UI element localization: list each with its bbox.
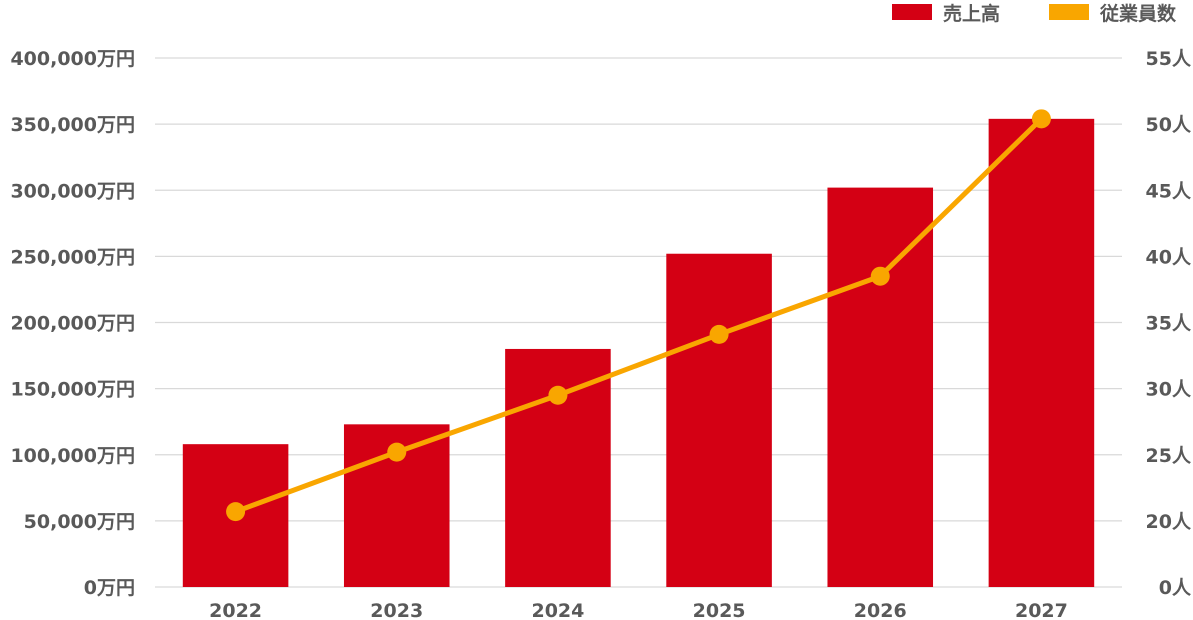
left-tick-label: 250,000万円	[10, 246, 135, 268]
x-axis-ticks: 2022 2023 2024 2025 2026 2027	[209, 600, 1068, 620]
left-tick-label: 0万円	[84, 577, 135, 599]
left-tick-label: 100,000万円	[10, 445, 135, 467]
line-point	[870, 266, 890, 286]
right-tick-label: 40人	[1146, 246, 1192, 268]
bar	[988, 118, 1095, 588]
line-series	[226, 109, 1051, 522]
line-point	[548, 385, 568, 405]
right-tick-label: 55人	[1146, 48, 1192, 70]
right-tick-label: 0人	[1159, 577, 1192, 599]
right-tick-label: 45人	[1146, 180, 1192, 202]
legend-label-sales: 売上高	[943, 2, 1000, 25]
gridlines	[155, 57, 1122, 588]
x-tick-label: 2024	[531, 600, 584, 620]
left-tick-label: 300,000万円	[10, 180, 135, 202]
left-tick-label: 150,000万円	[10, 379, 135, 401]
line-point	[226, 502, 246, 522]
legend-label-employees: 従業員数	[1099, 2, 1177, 25]
bar	[505, 348, 611, 587]
line-point	[1031, 109, 1051, 129]
bar	[666, 253, 772, 588]
left-axis-ticks: 0万円 50,000万円 100,000万円 150,000万円 200,000万円 25…	[10, 48, 135, 599]
left-tick-label: 200,000万円	[10, 313, 135, 335]
left-tick-label: 350,000万円	[10, 114, 135, 136]
bar-series	[182, 118, 1095, 588]
right-tick-label: 50人	[1146, 114, 1192, 136]
right-axis-ticks: 0人 20人 25人 30人 35人 40人 45人 50人 55人	[1146, 48, 1192, 599]
x-tick-label: 2027	[1015, 600, 1068, 620]
left-tick-label: 50,000万円	[24, 511, 135, 533]
employee-line	[233, 116, 1044, 515]
x-tick-label: 2022	[209, 600, 262, 620]
x-tick-label: 2026	[854, 600, 907, 620]
bar	[827, 187, 934, 588]
legend-swatch-employees	[1049, 4, 1089, 20]
right-tick-label: 35人	[1146, 313, 1192, 335]
right-tick-label: 25人	[1146, 445, 1192, 467]
line-point	[709, 324, 729, 344]
left-tick-label: 400,000万円	[10, 48, 135, 70]
right-tick-label: 30人	[1146, 379, 1192, 401]
legend-swatch-sales	[892, 4, 932, 20]
line-point	[387, 442, 407, 462]
right-tick-label: 20人	[1146, 511, 1192, 533]
legend: 売上高 従業員数	[892, 2, 1177, 25]
x-tick-label: 2025	[693, 600, 746, 620]
x-tick-label: 2023	[370, 600, 423, 620]
